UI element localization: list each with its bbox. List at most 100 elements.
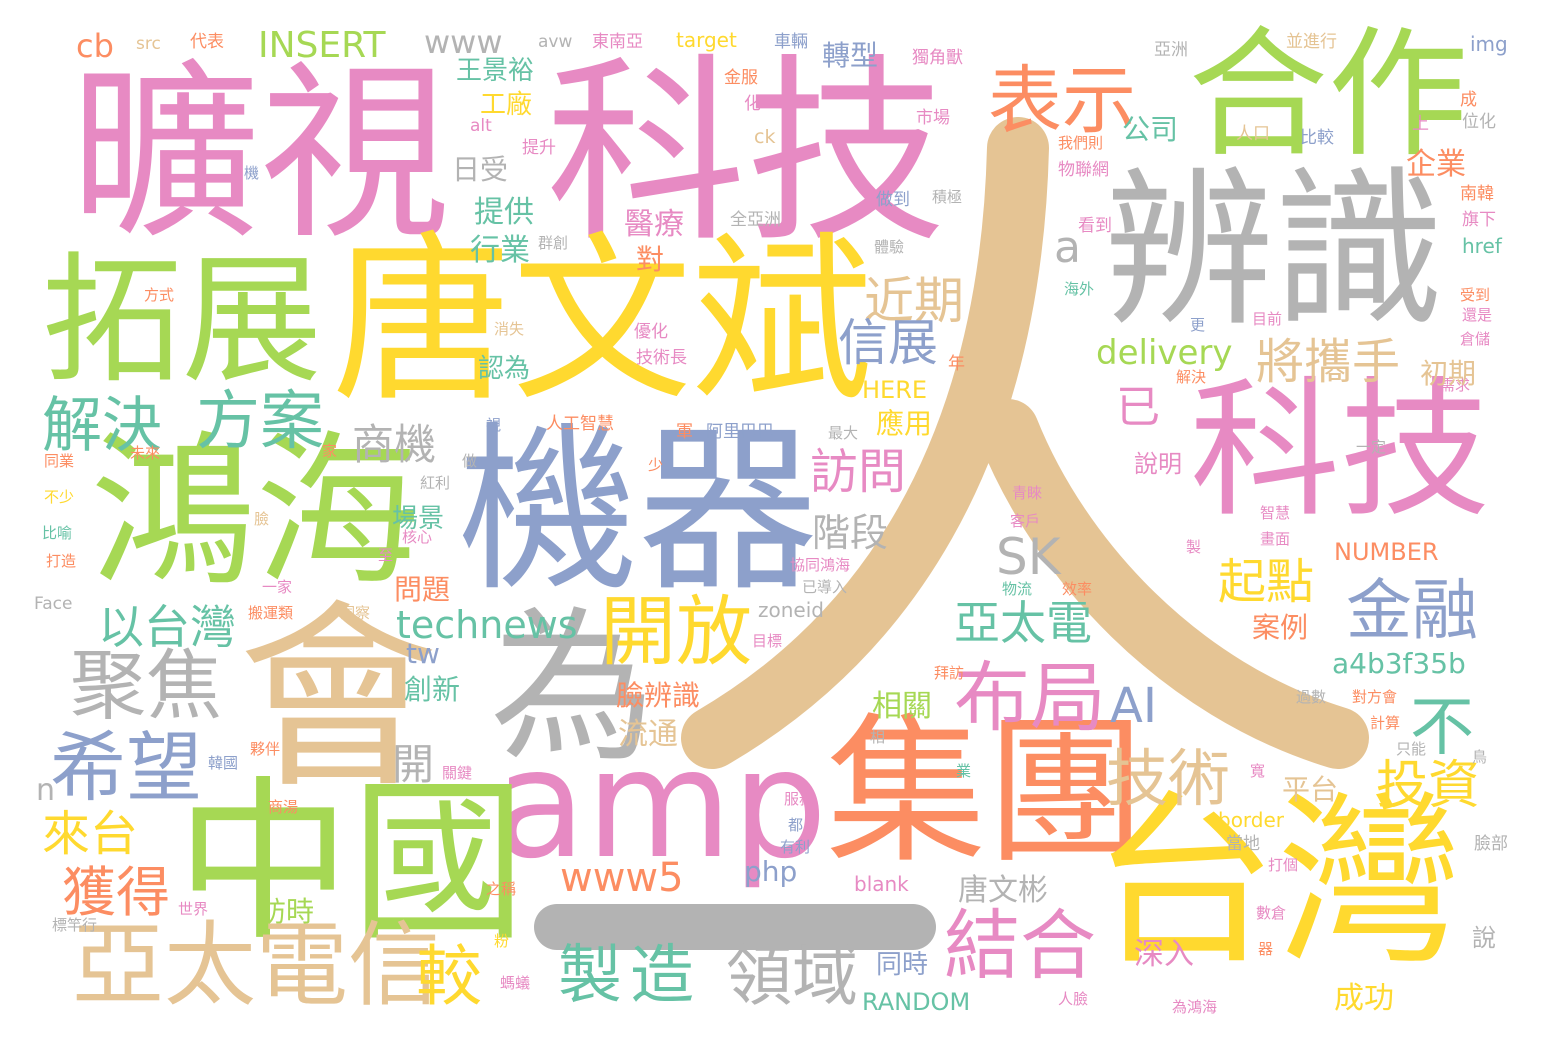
word-keji-2: 科技 [1190, 364, 1491, 538]
word-tigong: 提供 [474, 195, 534, 230]
word-wenti: 問題 [394, 573, 451, 606]
word-dangdi: 當地 [1226, 834, 1260, 854]
word-bianshi: 辨識 [1104, 152, 1445, 350]
word-technews: technews [396, 603, 578, 647]
word-fangshi-2: 訪時 [258, 895, 315, 928]
word-laitai: 來台 [42, 806, 139, 862]
yi-bar [534, 904, 936, 950]
word-tangwenbin-2: 唐文彬 [958, 873, 1048, 908]
word-qidian: 起點 [1218, 554, 1315, 610]
word-hanguo: 韓國 [208, 754, 239, 772]
word-hangye: 行業 [470, 233, 530, 268]
word-huamian: 畫面 [1260, 530, 1291, 548]
word-pingtai: 平台 [1282, 773, 1339, 806]
word-fen: 粉 [494, 932, 510, 950]
word-womenze: 我們則 [1058, 134, 1104, 152]
word-fuwu: 服務 [784, 790, 815, 808]
word-face: Face [34, 594, 73, 614]
word-zhicheng: 之稱 [486, 880, 517, 898]
word-honghai: 鴻海 [90, 416, 420, 608]
word-jujiao: 聚焦 [70, 641, 222, 730]
word-daibiao: 代表 [190, 32, 224, 52]
word-jun: 軍 [676, 422, 693, 442]
word-gongchang: 工廠 [480, 90, 533, 120]
word-biaoshi: 表示 [988, 58, 1136, 144]
word-qixia: 旗下 [1462, 210, 1496, 230]
word-shucang: 數倉 [1256, 904, 1287, 922]
word-shangji: 商機 [352, 420, 437, 469]
word-kai: 開 [392, 740, 435, 789]
word-banyunlei: 搬運類 [248, 604, 294, 622]
word-number: NUMBER [1334, 538, 1439, 566]
word-wangjingyu: 王景裕 [456, 56, 535, 86]
word-fangwen: 訪問 [810, 444, 907, 500]
word-jiqi: 機器 [458, 407, 819, 616]
word-zhizao: 製造 [558, 939, 702, 1013]
word-xiwang: 希望 [50, 723, 202, 812]
word-touzi: 投資 [1376, 756, 1481, 816]
word-zhi: 至 [378, 546, 394, 564]
word-kuan: 寬 [1250, 762, 1266, 780]
word-jishuzhang: 技術長 [636, 348, 687, 368]
word-geng: 更 [1190, 316, 1206, 334]
word-fangshi: 方式 [144, 286, 175, 304]
word-mayi: 螞蟻 [500, 974, 531, 992]
word-jisuan: 計算 [1370, 714, 1401, 732]
word-jia: 家 [322, 442, 338, 460]
word-hexin: 核心 [402, 528, 433, 546]
word-liutong: 流通 [618, 717, 678, 752]
word-keji: 科技 [546, 37, 947, 270]
word-jiejue: 解決 [42, 391, 162, 461]
word-hongli: 紅利 [420, 474, 451, 492]
word-cb: cb [76, 27, 114, 65]
word-weihua: 位化 [1462, 112, 1496, 132]
word-xietonghonghai: 協同鴻海 [790, 556, 851, 574]
word-wulianwang: 物聯網 [1058, 160, 1109, 180]
word-yataidianxin: 亞太電信 [72, 912, 441, 1019]
word-random: RANDOM [862, 988, 971, 1016]
word-hezuo: 合作 [1188, 14, 1469, 177]
word-zhuanxing: 轉型 [822, 39, 879, 72]
word-kaifang: 開放 [600, 587, 752, 676]
word-tangwenbin: 唐文斌 [332, 217, 873, 426]
word-zhi-2: 製 [1186, 538, 1202, 556]
word-alibaba: 阿里巴巴 [706, 422, 774, 442]
word-shangtang: 商湯 [268, 798, 299, 816]
word-href: href [1462, 234, 1502, 258]
word-zoneid: zoneid [758, 598, 824, 622]
word-qiye: 企業 [1406, 147, 1466, 182]
word-yiliao: 醫療 [624, 207, 684, 242]
word-xiangguan: 相關 [872, 689, 932, 724]
word-dage: 打個 [1268, 856, 1299, 874]
word-img: img [1470, 32, 1508, 56]
word-guoshu: 過數 [1296, 688, 1327, 706]
word-rengongzhihui: 人工智慧 [546, 414, 614, 434]
word-www: www [424, 23, 503, 61]
word-xuqiu: 需求 [1440, 376, 1471, 394]
word-shuoming: 說明 [1134, 450, 1182, 478]
word-xiaoshi: 消失 [494, 320, 525, 338]
word-anli: 案例 [1252, 611, 1309, 644]
word-guanjian: 關鍵 [442, 764, 473, 782]
word-jituan: 集團 [826, 698, 1147, 885]
word-here: HERE [862, 376, 928, 404]
word-ji: 機 [244, 164, 260, 182]
word-chuqi: 初期 [1420, 357, 1477, 390]
word-ai: AI [1110, 678, 1157, 734]
word-qinglai: 青睞 [1012, 484, 1043, 502]
word-shenru: 深入 [1134, 937, 1194, 972]
word-jinrong: 金融 [1346, 572, 1478, 649]
word-amp: amp [494, 718, 828, 892]
word-src: src [136, 34, 161, 54]
word-xiang: 相 [870, 728, 886, 746]
word-target: target [676, 28, 737, 52]
word-lingyu: 領域 [726, 938, 858, 1015]
word-bingjinxing: 並進行 [1286, 32, 1337, 52]
word-cheng: 成 [1460, 90, 1477, 110]
word-delivery: delivery [1096, 333, 1233, 373]
word-bu: 不 [1410, 691, 1474, 765]
word-jinfu: 金服 [724, 68, 758, 88]
word-yijia: 一家 [262, 578, 293, 596]
word-sk: SK [996, 528, 1061, 586]
